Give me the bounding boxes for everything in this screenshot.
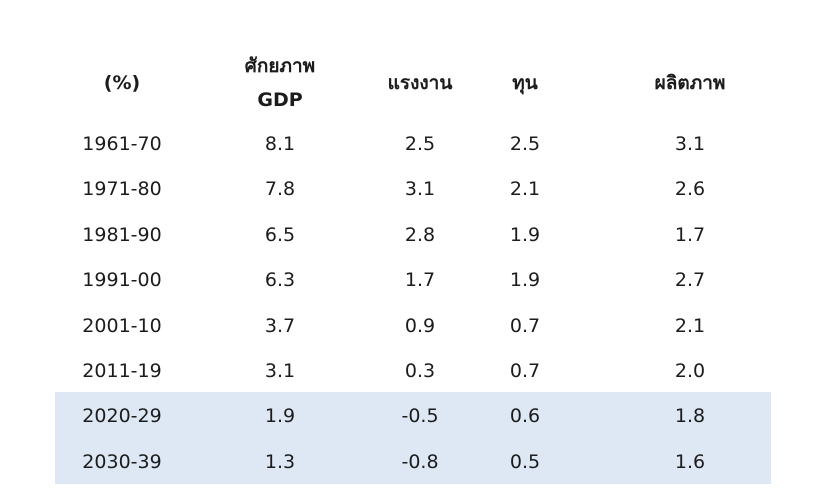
table-cell: 3.1 (264, 360, 296, 382)
table-cell: 8.1 (264, 133, 296, 155)
row-label: 1961-70 (82, 133, 162, 155)
table-cell: 2.5 (404, 133, 436, 155)
table-cell: 2.1 (674, 314, 706, 337)
table-cell: 2.1 (509, 178, 541, 201)
column-header: (%) (103, 72, 141, 94)
table-cell: 3.1 (404, 178, 436, 201)
table-cell: 1.8 (674, 405, 706, 428)
row-label: 2030-39 (82, 450, 162, 473)
row-label: 1991-00 (82, 269, 162, 292)
table-cell: 0.9 (404, 314, 436, 337)
table-cell: 2.5 (509, 133, 541, 155)
column-header: ทุน (512, 72, 538, 94)
column-header: ศักยภาพ GDP (244, 55, 316, 111)
row-label: 2020-29 (82, 405, 162, 428)
table-cell: 1.9 (509, 223, 541, 246)
table-cell: 2.7 (674, 269, 706, 292)
table-cell: 1.9 (509, 269, 541, 292)
table-cell: 0.3 (404, 360, 436, 382)
row-label: 2011-19 (82, 360, 162, 382)
table-cell: -0.5 (401, 405, 439, 428)
table-cell: -0.8 (401, 450, 439, 473)
column-header: แรงงาน (387, 72, 453, 94)
table-cell: 1.3 (264, 450, 296, 473)
table-cell: 1.9 (264, 405, 296, 428)
table-cell: 0.7 (509, 314, 541, 337)
table-cell: 3.7 (264, 314, 296, 337)
table-cell: 7.8 (264, 178, 296, 201)
table-cell: 0.5 (509, 450, 541, 473)
table-cell: 2.6 (674, 178, 706, 201)
table-cell: 0.7 (509, 360, 541, 382)
table-cell: 0.6 (509, 405, 541, 428)
column-header: ผลิตภาพ (654, 72, 726, 94)
table-cell: 2.0 (674, 360, 706, 382)
table-cell: 6.3 (264, 269, 296, 292)
table-cell: 1.7 (674, 223, 706, 246)
table-cell: 2.8 (404, 223, 436, 246)
table-cell: 1.7 (404, 269, 436, 292)
table-cell: 3.1 (674, 133, 706, 155)
row-label: 1971-80 (82, 178, 162, 201)
highlight-band (55, 392, 771, 484)
table-cell: 1.6 (674, 450, 706, 473)
row-label: 1981-90 (82, 223, 162, 246)
table-cell: 6.5 (264, 223, 296, 246)
row-label: 2001-10 (82, 314, 162, 337)
